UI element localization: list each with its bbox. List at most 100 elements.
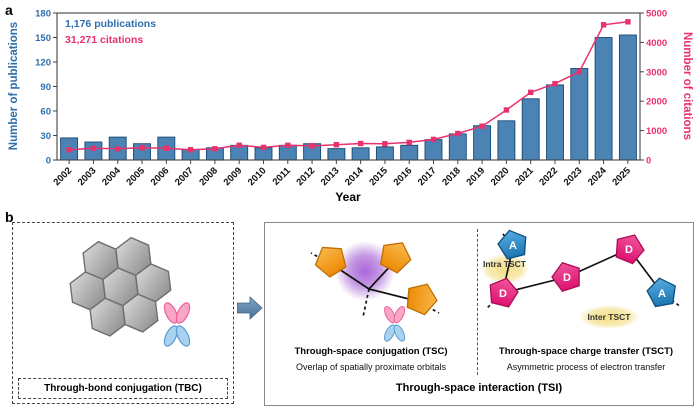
tsct-subtitle: Asymmetric process of electron transfer bbox=[506, 362, 666, 372]
y-axis-title-citations: Number of citations bbox=[681, 32, 693, 140]
legend-publications: 1,176 publications bbox=[65, 18, 157, 30]
bar-2024 bbox=[594, 37, 613, 161]
chart-legend: 1,176 publications 31,271 citations bbox=[65, 16, 156, 48]
citation-marker-2002 bbox=[66, 147, 72, 153]
x-tick-2015: 2015 bbox=[367, 165, 390, 188]
x-tick-2023: 2023 bbox=[562, 165, 585, 188]
citation-marker-2007 bbox=[187, 147, 194, 153]
x-tick-2009: 2009 bbox=[222, 165, 245, 188]
bar-2023 bbox=[570, 68, 589, 161]
citation-marker-2005 bbox=[139, 145, 145, 151]
y-right-tick-3000: 3000 bbox=[646, 67, 667, 78]
citation-marker-2003 bbox=[90, 145, 97, 151]
bar-2014 bbox=[351, 147, 370, 161]
citation-marker-2023 bbox=[576, 69, 582, 75]
inter-tsct-glow bbox=[579, 305, 639, 329]
citation-marker-2017 bbox=[430, 136, 437, 143]
y-left-tick-90: 90 bbox=[40, 82, 51, 93]
y-right-tick-0: 0 bbox=[646, 156, 651, 167]
panel-b-label: b bbox=[5, 209, 14, 225]
bar-2016 bbox=[400, 144, 419, 161]
y-left-tick-150: 150 bbox=[35, 33, 51, 44]
tsct-motif: A D D D A Intra TSCT Inter TSCT bbox=[481, 229, 682, 329]
tsc-motif bbox=[310, 241, 440, 342]
right-arrow-icon bbox=[237, 296, 263, 320]
citation-marker-2009 bbox=[236, 142, 242, 148]
tbc-caption: Through-bond conjugation (TBC) bbox=[18, 378, 228, 399]
y-right-tick-1000: 1000 bbox=[646, 126, 667, 137]
inter-tsct-label: Inter TSCT bbox=[588, 312, 632, 322]
panel-a-label: a bbox=[5, 2, 13, 18]
citation-marker-2015 bbox=[382, 141, 388, 147]
x-tick-2020: 2020 bbox=[489, 165, 512, 188]
x-tick-2018: 2018 bbox=[440, 165, 463, 188]
p-orbital-icon bbox=[163, 302, 191, 347]
publications-bars bbox=[60, 34, 637, 161]
x-tick-2017: 2017 bbox=[416, 165, 439, 188]
bar-2022 bbox=[546, 84, 564, 161]
x-tick-2016: 2016 bbox=[392, 165, 415, 188]
citation-marker-2021 bbox=[528, 89, 534, 96]
x-tick-2019: 2019 bbox=[464, 165, 487, 188]
y-right-tick-4000: 4000 bbox=[646, 38, 667, 49]
citation-marker-2013 bbox=[333, 142, 340, 148]
intra-tsct-glow bbox=[481, 254, 529, 284]
tbc-box: Through-bond conjugation (TBC) bbox=[12, 222, 234, 404]
citation-marker-2025 bbox=[625, 19, 631, 25]
x-tick-2007: 2007 bbox=[173, 165, 196, 188]
y-left-tick-120: 120 bbox=[35, 58, 51, 69]
y-left-tick-0: 0 bbox=[46, 156, 51, 167]
chart-area: 0 30 60 90 120 150 180 0 1000 2000 3000 4000 5000 200… bbox=[8, 9, 693, 205]
y-right-tick-5000: 5000 bbox=[646, 9, 667, 20]
bar-2003 bbox=[84, 141, 103, 161]
citation-marker-2010 bbox=[260, 144, 267, 151]
bar-2018 bbox=[448, 133, 467, 161]
y-left-tick-180: 180 bbox=[35, 9, 51, 20]
x-tick-2008: 2008 bbox=[197, 165, 220, 188]
citation-marker-2018 bbox=[455, 130, 461, 137]
tsct-title: Through-space charge transfer (TSCT) bbox=[498, 346, 674, 357]
y-axis-title-publications: Number of publications bbox=[8, 21, 20, 151]
acceptor-label: A bbox=[509, 240, 517, 252]
bar-2021 bbox=[521, 98, 540, 161]
acceptor-label: A bbox=[658, 288, 666, 300]
x-tick-2022: 2022 bbox=[537, 165, 560, 188]
tsc-subtitle: Overlap of spatially proximate orbitals bbox=[295, 362, 447, 372]
x-tick-2024: 2024 bbox=[586, 165, 609, 188]
bar-2017 bbox=[424, 139, 443, 161]
x-tick-2003: 2003 bbox=[76, 165, 99, 188]
donor-label: D bbox=[499, 288, 507, 300]
x-tick-2004: 2004 bbox=[100, 165, 123, 188]
publications-citations-chart: 0 30 60 90 120 150 180 0 1000 2000 3000 4000 5000 200… bbox=[35, 9, 667, 189]
bar-2020 bbox=[497, 120, 516, 161]
x-tick-2002: 2002 bbox=[51, 165, 74, 188]
x-tick-2014: 2014 bbox=[343, 165, 366, 188]
x-tick-2012: 2012 bbox=[294, 165, 317, 188]
panel-a-publication-chart: a 0 30 60 90 120 150 180 0 1000 2000 3000 4000 5000 2… bbox=[5, 2, 693, 205]
citation-marker-2020 bbox=[503, 107, 510, 113]
x-axis-title-year: Year bbox=[335, 190, 361, 204]
donor-label: D bbox=[563, 272, 571, 284]
through-space-overlap-glow bbox=[335, 241, 395, 301]
tsc-title: Through-space conjugation (TSC) bbox=[294, 346, 448, 357]
tsc-orbital-icon bbox=[384, 306, 406, 342]
citation-marker-2024 bbox=[600, 22, 607, 28]
tsi-caption: Through-space interaction (TSI) bbox=[395, 382, 563, 394]
x-tick-2025: 2025 bbox=[610, 165, 633, 188]
citations-markers bbox=[66, 19, 631, 153]
panel-b-schematic: b bbox=[0, 207, 700, 414]
bar-2019 bbox=[473, 125, 492, 161]
citation-marker-2006 bbox=[163, 145, 169, 151]
donor-label: D bbox=[625, 244, 633, 256]
intra-tsct-label: Intra TSCT bbox=[483, 259, 527, 269]
fused-hexagon-molecule bbox=[69, 236, 172, 337]
citation-marker-2011 bbox=[285, 142, 291, 148]
citation-marker-2014 bbox=[357, 140, 364, 147]
citation-marker-2019 bbox=[479, 123, 485, 129]
tsc-tsct-divider bbox=[477, 229, 478, 375]
x-tick-2013: 2013 bbox=[319, 165, 342, 188]
citation-marker-2016 bbox=[406, 139, 412, 146]
x-tick-2010: 2010 bbox=[246, 165, 269, 188]
citation-marker-2008 bbox=[212, 146, 218, 152]
